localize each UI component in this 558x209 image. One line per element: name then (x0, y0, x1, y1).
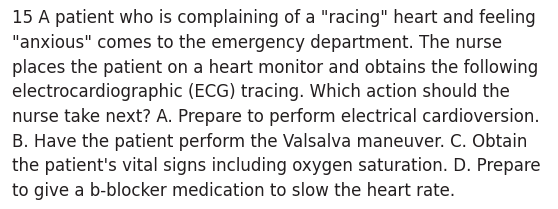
Text: "anxious" comes to the emergency department. The nurse: "anxious" comes to the emergency departm… (12, 34, 502, 52)
Text: to give a b-blocker medication to slow the heart rate.: to give a b-blocker medication to slow t… (12, 182, 455, 200)
Text: places the patient on a heart monitor and obtains the following: places the patient on a heart monitor an… (12, 59, 538, 77)
Text: B. Have the patient perform the Valsalva maneuver. C. Obtain: B. Have the patient perform the Valsalva… (12, 133, 528, 151)
Text: electrocardiographic (ECG) tracing. Which action should the: electrocardiographic (ECG) tracing. Whic… (12, 83, 510, 101)
Text: the patient's vital signs including oxygen saturation. D. Prepare: the patient's vital signs including oxyg… (12, 157, 541, 175)
Text: 15 A patient who is complaining of a "racing" heart and feeling: 15 A patient who is complaining of a "ra… (12, 9, 536, 27)
Text: nurse take next? A. Prepare to perform electrical cardioversion.: nurse take next? A. Prepare to perform e… (12, 108, 540, 126)
